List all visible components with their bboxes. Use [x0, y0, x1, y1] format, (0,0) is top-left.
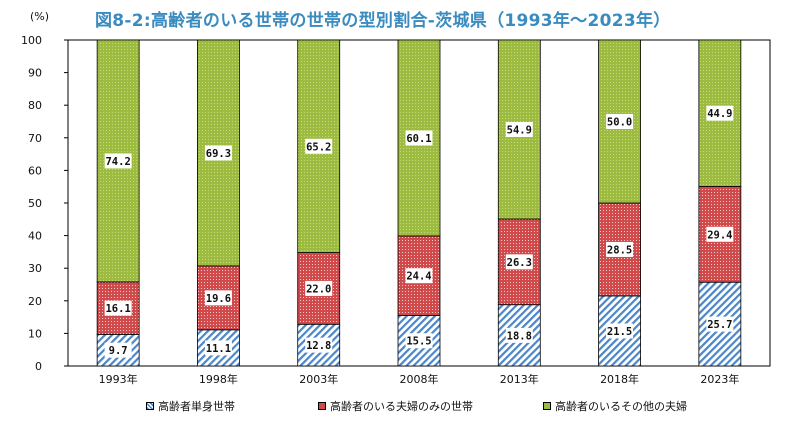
data-label: 18.8 [507, 330, 532, 342]
legend-swatch [543, 402, 551, 410]
data-label: 25.7 [707, 319, 732, 331]
x-tick-label: 1998年 [199, 372, 238, 386]
data-label-box [505, 254, 533, 270]
data-label: 12.8 [306, 340, 331, 352]
data-label-box [305, 280, 333, 296]
legend-item: 高齢者単身世帯 [146, 398, 235, 414]
data-label: 44.9 [707, 108, 732, 120]
x-tick-label: 2013年 [500, 372, 539, 386]
data-label: 21.5 [607, 326, 632, 338]
data-label-box [706, 316, 734, 332]
data-label-box [405, 333, 433, 349]
x-tick-label: 2003年 [299, 372, 338, 386]
data-label-box [606, 241, 634, 257]
data-label: 9.7 [109, 345, 128, 357]
data-label: 28.5 [607, 244, 632, 256]
data-label-box [305, 337, 333, 353]
y-tick-label: 90 [28, 67, 42, 80]
data-label-box [405, 268, 433, 284]
data-label: 29.4 [707, 229, 732, 241]
y-tick-label: 20 [28, 295, 42, 308]
y-tick-label: 0 [35, 360, 42, 373]
data-label: 24.4 [406, 271, 431, 283]
data-label: 74.2 [105, 156, 130, 168]
chart-title: 図8-2:高齢者のいる世帯の世帯の型別割合-茨城県（1993年～2023年） [95, 11, 671, 31]
data-label: 16.1 [105, 303, 130, 315]
data-label: 69.3 [206, 148, 231, 160]
bar-segment-single [497, 304, 541, 367]
y-tick-label: 10 [28, 327, 42, 340]
y-tick-label: 50 [28, 197, 42, 210]
legend-item: 高齢者のいるその他の夫婦 [543, 398, 687, 414]
data-label-box [204, 340, 232, 356]
data-label: 60.1 [406, 133, 431, 145]
data-label-box [505, 327, 533, 343]
legend-item: 高齢者のいる夫婦のみの世帯 [318, 398, 473, 414]
data-label: 11.1 [206, 343, 231, 355]
x-tick-label: 2023年 [700, 372, 739, 386]
legend-label: 高齢者のいる夫婦のみの世帯 [330, 400, 473, 413]
legend-label: 高齢者単身世帯 [158, 400, 235, 413]
legend-swatch [146, 402, 154, 410]
y-tick-label: 80 [28, 99, 42, 112]
data-label: 65.2 [306, 141, 331, 153]
data-label: 54.9 [507, 124, 532, 136]
data-label-box [305, 138, 333, 154]
legend-label: 高齢者のいるその他の夫婦 [555, 400, 687, 413]
data-label-box [505, 121, 533, 137]
data-label-box [606, 114, 634, 129]
y-tick-label: 40 [28, 230, 42, 243]
y-tick-label: 60 [28, 164, 42, 177]
x-tick-label: 2008年 [400, 372, 439, 386]
data-label-box [606, 323, 634, 339]
data-label-box [104, 153, 132, 169]
data-label-box [405, 130, 433, 146]
data-label: 22.0 [306, 283, 331, 295]
data-label: 26.3 [507, 257, 532, 269]
data-label-box [204, 145, 232, 161]
data-label-box [104, 342, 132, 358]
y-tick-label: 30 [28, 262, 42, 275]
data-label: 15.5 [406, 336, 431, 348]
data-label-box [104, 300, 132, 316]
data-label: 19.6 [206, 293, 231, 305]
x-tick-label: 2018年 [600, 372, 639, 386]
data-label-box [204, 290, 232, 306]
y-tick-label: 100 [21, 34, 42, 47]
data-label: 50.0 [607, 117, 632, 129]
data-label-box [706, 105, 734, 121]
chart-legend: 高齢者単身世帯 高齢者のいる夫婦のみの世帯 高齢者のいるその他の夫婦 [0, 398, 794, 418]
x-tick-label: 1993年 [99, 372, 138, 386]
y-tick-label: 70 [28, 132, 42, 145]
legend-swatch [318, 402, 326, 410]
y-axis-unit-label: (%) [30, 10, 49, 23]
data-label-box [706, 226, 734, 242]
